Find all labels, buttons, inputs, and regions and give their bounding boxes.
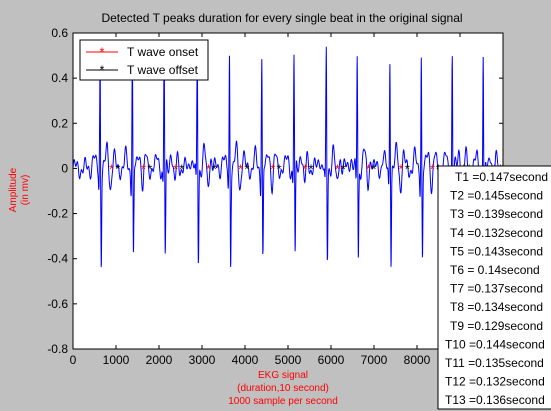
chart-title: Detected T peaks duration for every sing…	[101, 11, 462, 25]
annotation-line: T2 =0.145second	[450, 189, 543, 203]
x-axis-label-line-2: (duration,10 second)	[237, 383, 329, 394]
annotation-line: T11 =0.135second	[445, 356, 544, 370]
t-onset-marker: *	[366, 161, 371, 176]
y-tick-label: 0.4	[51, 71, 68, 85]
t-offset-marker: *	[276, 161, 281, 176]
t-onset-marker: *	[173, 161, 178, 176]
t-duration-annotations: T1 =0.147second T2 =0.145second T3 =0.139s…	[437, 165, 551, 410]
y-axis-label-line-1: Amplitude	[8, 167, 19, 212]
annotation-line: T1 =0.147second	[455, 170, 548, 184]
x-tick-label: 5000	[275, 353, 302, 367]
y-tick-label: 0.2	[51, 116, 68, 130]
t-onset-marker: *	[206, 161, 211, 176]
t-offset-marker: *	[244, 161, 249, 176]
t-onset-marker: *	[238, 161, 243, 176]
annotation-line: T5 =0.143second	[450, 244, 543, 258]
legend-offset-marker-icon: *	[100, 63, 105, 77]
x-tick-label: 4000	[232, 353, 259, 367]
t-offset-marker: *	[212, 161, 217, 176]
ekg-signal-line	[72, 46, 504, 268]
t-onset-marker: *	[270, 161, 275, 176]
y-tick-label: -0.6	[47, 297, 68, 311]
t-offset-marker: *	[309, 161, 314, 176]
t-offset-marker: *	[147, 161, 152, 176]
legend-box	[79, 39, 209, 81]
y-tick-label: 0.6	[51, 26, 68, 40]
legend-onset-marker-icon: *	[100, 45, 105, 59]
annotation-line: T3 =0.139second	[450, 207, 543, 221]
t-onset-marker: *	[399, 161, 404, 176]
annotation-text-layer: T1 =0.147second T2 =0.145second T3 =0.139s…	[445, 170, 548, 407]
y-axis-label: Amplitude (in mv)	[8, 167, 31, 212]
t-offset-marker: *	[115, 161, 120, 176]
t-onset-marker: *	[141, 161, 146, 176]
t-offset-marker: *	[405, 161, 410, 176]
y-tick-label: -0.2	[47, 207, 68, 221]
annotation-line: T6 = 0.14second	[450, 263, 540, 277]
x-tick-label: 0	[70, 353, 77, 367]
signal-layer	[72, 46, 504, 268]
annotation-line: T10 =0.144second	[445, 337, 545, 351]
t-offset-marker: *	[341, 161, 346, 176]
x-tick-label: 7000	[361, 353, 388, 367]
annotation-line: T12 =0.132second	[445, 375, 545, 389]
x-tick-label: 1000	[103, 353, 130, 367]
tick-layer: 0100020003000400050006000700080009000100…	[47, 26, 520, 367]
t-onset-marker: *	[335, 161, 340, 176]
x-axis-label-line-3: 1000 sample per second	[228, 396, 338, 407]
legend-onset-label: T wave onset	[127, 45, 199, 59]
annotation-line: T8 =0.134second	[450, 300, 543, 314]
t-onset-marker: *	[303, 161, 308, 176]
y-tick-label: -0.8	[47, 342, 68, 356]
t-onset-marker: *	[430, 161, 435, 176]
annotation-line: T13 =0.136second	[445, 393, 545, 407]
annotation-line: T7 =0.137second	[450, 282, 543, 296]
annotation-line: T9 =0.129second	[450, 319, 543, 333]
y-tick-label: -0.4	[47, 252, 68, 266]
x-tick-label: 2000	[146, 353, 173, 367]
annotation-box	[437, 165, 551, 410]
annotation-line: T4 =0.132second	[450, 226, 543, 240]
legend: * T wave onset * T wave offset	[79, 39, 209, 81]
y-axis-label-line-2: (in mv)	[20, 175, 31, 206]
y-tick-label: 0	[61, 161, 68, 175]
legend-offset-label: T wave offset	[127, 63, 199, 77]
x-tick-label: 6000	[318, 353, 345, 367]
t-onset-marker: *	[109, 161, 114, 176]
t-offset-marker: *	[179, 161, 184, 176]
x-tick-label: 8000	[404, 353, 431, 367]
x-tick-label: 3000	[189, 353, 216, 367]
x-axis-label-line-1: EKG signal	[258, 370, 308, 381]
t-offset-marker: *	[371, 161, 376, 176]
